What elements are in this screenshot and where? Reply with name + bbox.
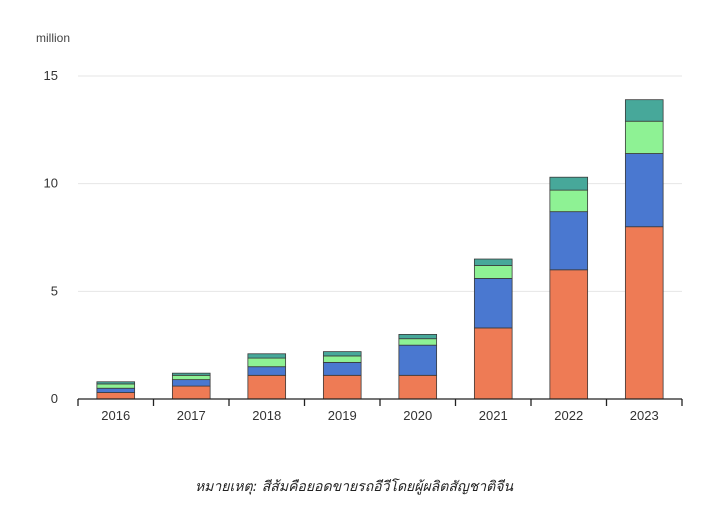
bar-segment-2016-s2 — [96, 387, 136, 393]
bar-segment-2022-s2 — [549, 211, 589, 271]
bar-segment-2022-s1 — [549, 269, 589, 400]
bar-segment-2023-s4 — [624, 99, 664, 122]
x-tick-label: 2017 — [177, 408, 206, 423]
bar-segment-2017-s2 — [171, 379, 211, 387]
gridlines — [78, 75, 682, 292]
bar-segment-2023-s2 — [624, 153, 664, 228]
x-tick-label: 2016 — [101, 408, 130, 423]
x-tick-label: 2020 — [403, 408, 432, 423]
bar-segment-2019-s4 — [322, 351, 362, 357]
y-tick-label: 15 — [44, 68, 58, 83]
bar-segment-2020-s3 — [398, 338, 438, 346]
bar-segment-2022-s3 — [549, 189, 589, 213]
bar-segment-2019-s2 — [322, 361, 362, 376]
bar-segment-2018-s1 — [247, 374, 287, 400]
bar-segment-2018-s2 — [247, 366, 287, 376]
bar-segment-2021-s3 — [473, 265, 513, 279]
bar-segment-2018-s4 — [247, 353, 287, 359]
bar-segment-2016-s3 — [96, 383, 136, 389]
y-tick-label: 5 — [51, 283, 58, 298]
x-tick-label: 2019 — [328, 408, 357, 423]
x-tick-label: 2021 — [479, 408, 508, 423]
bar-segment-2019-s1 — [322, 374, 362, 400]
bar-segment-2017-s1 — [171, 385, 211, 400]
bar-segment-2020-s1 — [398, 374, 438, 400]
bar-segment-2019-s3 — [322, 355, 362, 363]
bar-segment-2022-s4 — [549, 176, 589, 191]
bar-segment-2017-s4 — [171, 372, 211, 376]
bar-segment-2020-s4 — [398, 333, 438, 340]
bar-segment-2023-s1 — [624, 226, 664, 400]
bar-segment-2021-s2 — [473, 278, 513, 329]
y-unit-label: million — [36, 31, 70, 45]
bar-segment-2016-s4 — [96, 381, 136, 385]
bar-segment-2016-s1 — [96, 392, 136, 400]
y-tick-label: 0 — [51, 391, 58, 406]
x-axis: 2016 2017 2018 2019 2020 2021 2022 2023 — [77, 398, 683, 423]
x-tick-label: 2022 — [554, 408, 583, 423]
bar-segment-2020-s2 — [398, 344, 438, 376]
bar-segment-2018-s3 — [247, 357, 287, 368]
bars — [96, 99, 664, 400]
bar-segment-2017-s3 — [171, 374, 211, 381]
x-tick-label: 2018 — [252, 408, 281, 423]
bar-segment-2021-s4 — [473, 258, 513, 266]
y-axis-tick-labels: 0 5 10 15 — [44, 68, 58, 406]
chart-footnote: หมายเหตุ: สีส้มคือยอดขายรถอีวีโดยผู้ผลิต… — [194, 479, 514, 495]
bar-segment-2021-s1 — [473, 327, 513, 400]
x-tick-label: 2023 — [630, 408, 659, 423]
y-tick-label: 10 — [44, 176, 58, 191]
bar-segment-2023-s3 — [624, 120, 664, 154]
